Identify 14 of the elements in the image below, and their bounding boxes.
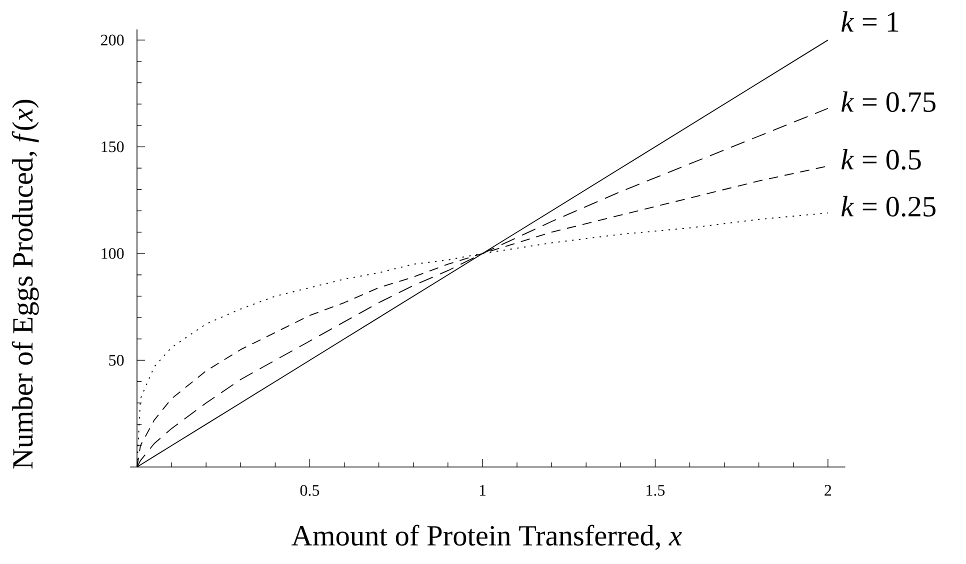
x-tick-label: 0.5 [300,485,320,496]
x-axis-title: Amount of Protein Transferred, x [292,524,682,550]
series-label: k = 0.75 [841,91,936,112]
y-tick-label: 100 [102,248,124,259]
y-axis-title: Number of Eggs Produced, f(x) [12,100,39,469]
y-tick-label: 200 [101,34,124,46]
series-label: k = 0.5 [841,148,921,170]
series-label: k = 0.25 [841,196,936,217]
x-tick-label: 2 [824,485,832,496]
x-tick-label: 1 [480,485,486,496]
y-tick-label: 150 [102,141,124,152]
y-tick-label: 50 [109,354,124,366]
x-tick-label: 1.5 [646,485,665,496]
series-label: k = 1 [841,11,898,32]
